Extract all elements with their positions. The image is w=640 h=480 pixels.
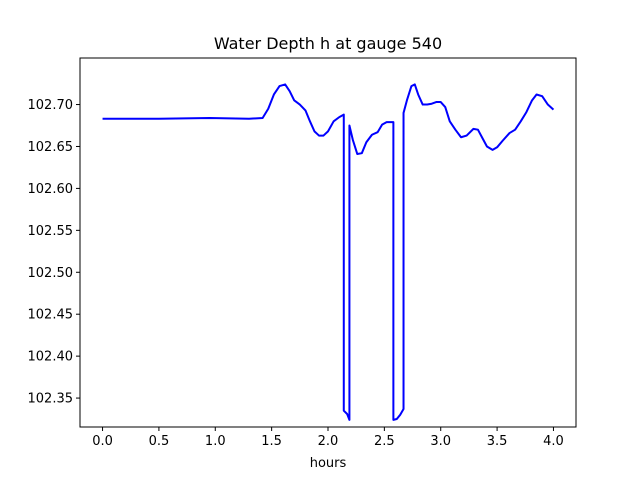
chart-title: Water Depth h at gauge 540: [214, 34, 442, 53]
y-axis: 102.35 102.40 102.45 102.50 102.55 102.60 102.…: [28, 98, 80, 407]
x-tick-label: 0.5: [149, 434, 170, 449]
x-tick-label: 2.0: [318, 434, 339, 449]
y-tick-label: 102.65: [28, 140, 74, 155]
plot-area: 0.0 0.5 1.0 1.5 2.0 2.5 3.0 3.5 4.0 102.35 102.40…: [28, 57, 577, 449]
x-axis-label: hours: [310, 456, 347, 471]
x-tick-label: 1.0: [205, 434, 226, 449]
y-tick-label: 102.70: [28, 98, 74, 113]
y-tick-label: 102.45: [28, 308, 74, 323]
x-tick-label: 4.0: [543, 434, 564, 449]
series-line: [102, 83, 555, 421]
x-axis: 0.0 0.5 1.0 1.5 2.0 2.5 3.0 3.5 4.0: [92, 427, 564, 449]
x-tick-label: 3.0: [430, 434, 451, 449]
x-tick-label: 3.5: [487, 434, 508, 449]
y-tick-label: 102.55: [28, 224, 74, 239]
y-tick-label: 102.40: [28, 350, 74, 365]
x-tick-label: 1.5: [261, 434, 282, 449]
y-tick-label: 102.35: [28, 392, 74, 407]
y-tick-label: 102.50: [28, 266, 74, 281]
x-tick-label: 0.0: [92, 434, 113, 449]
y-tick-label: 102.60: [28, 182, 74, 197]
x-tick-label: 2.5: [374, 434, 395, 449]
